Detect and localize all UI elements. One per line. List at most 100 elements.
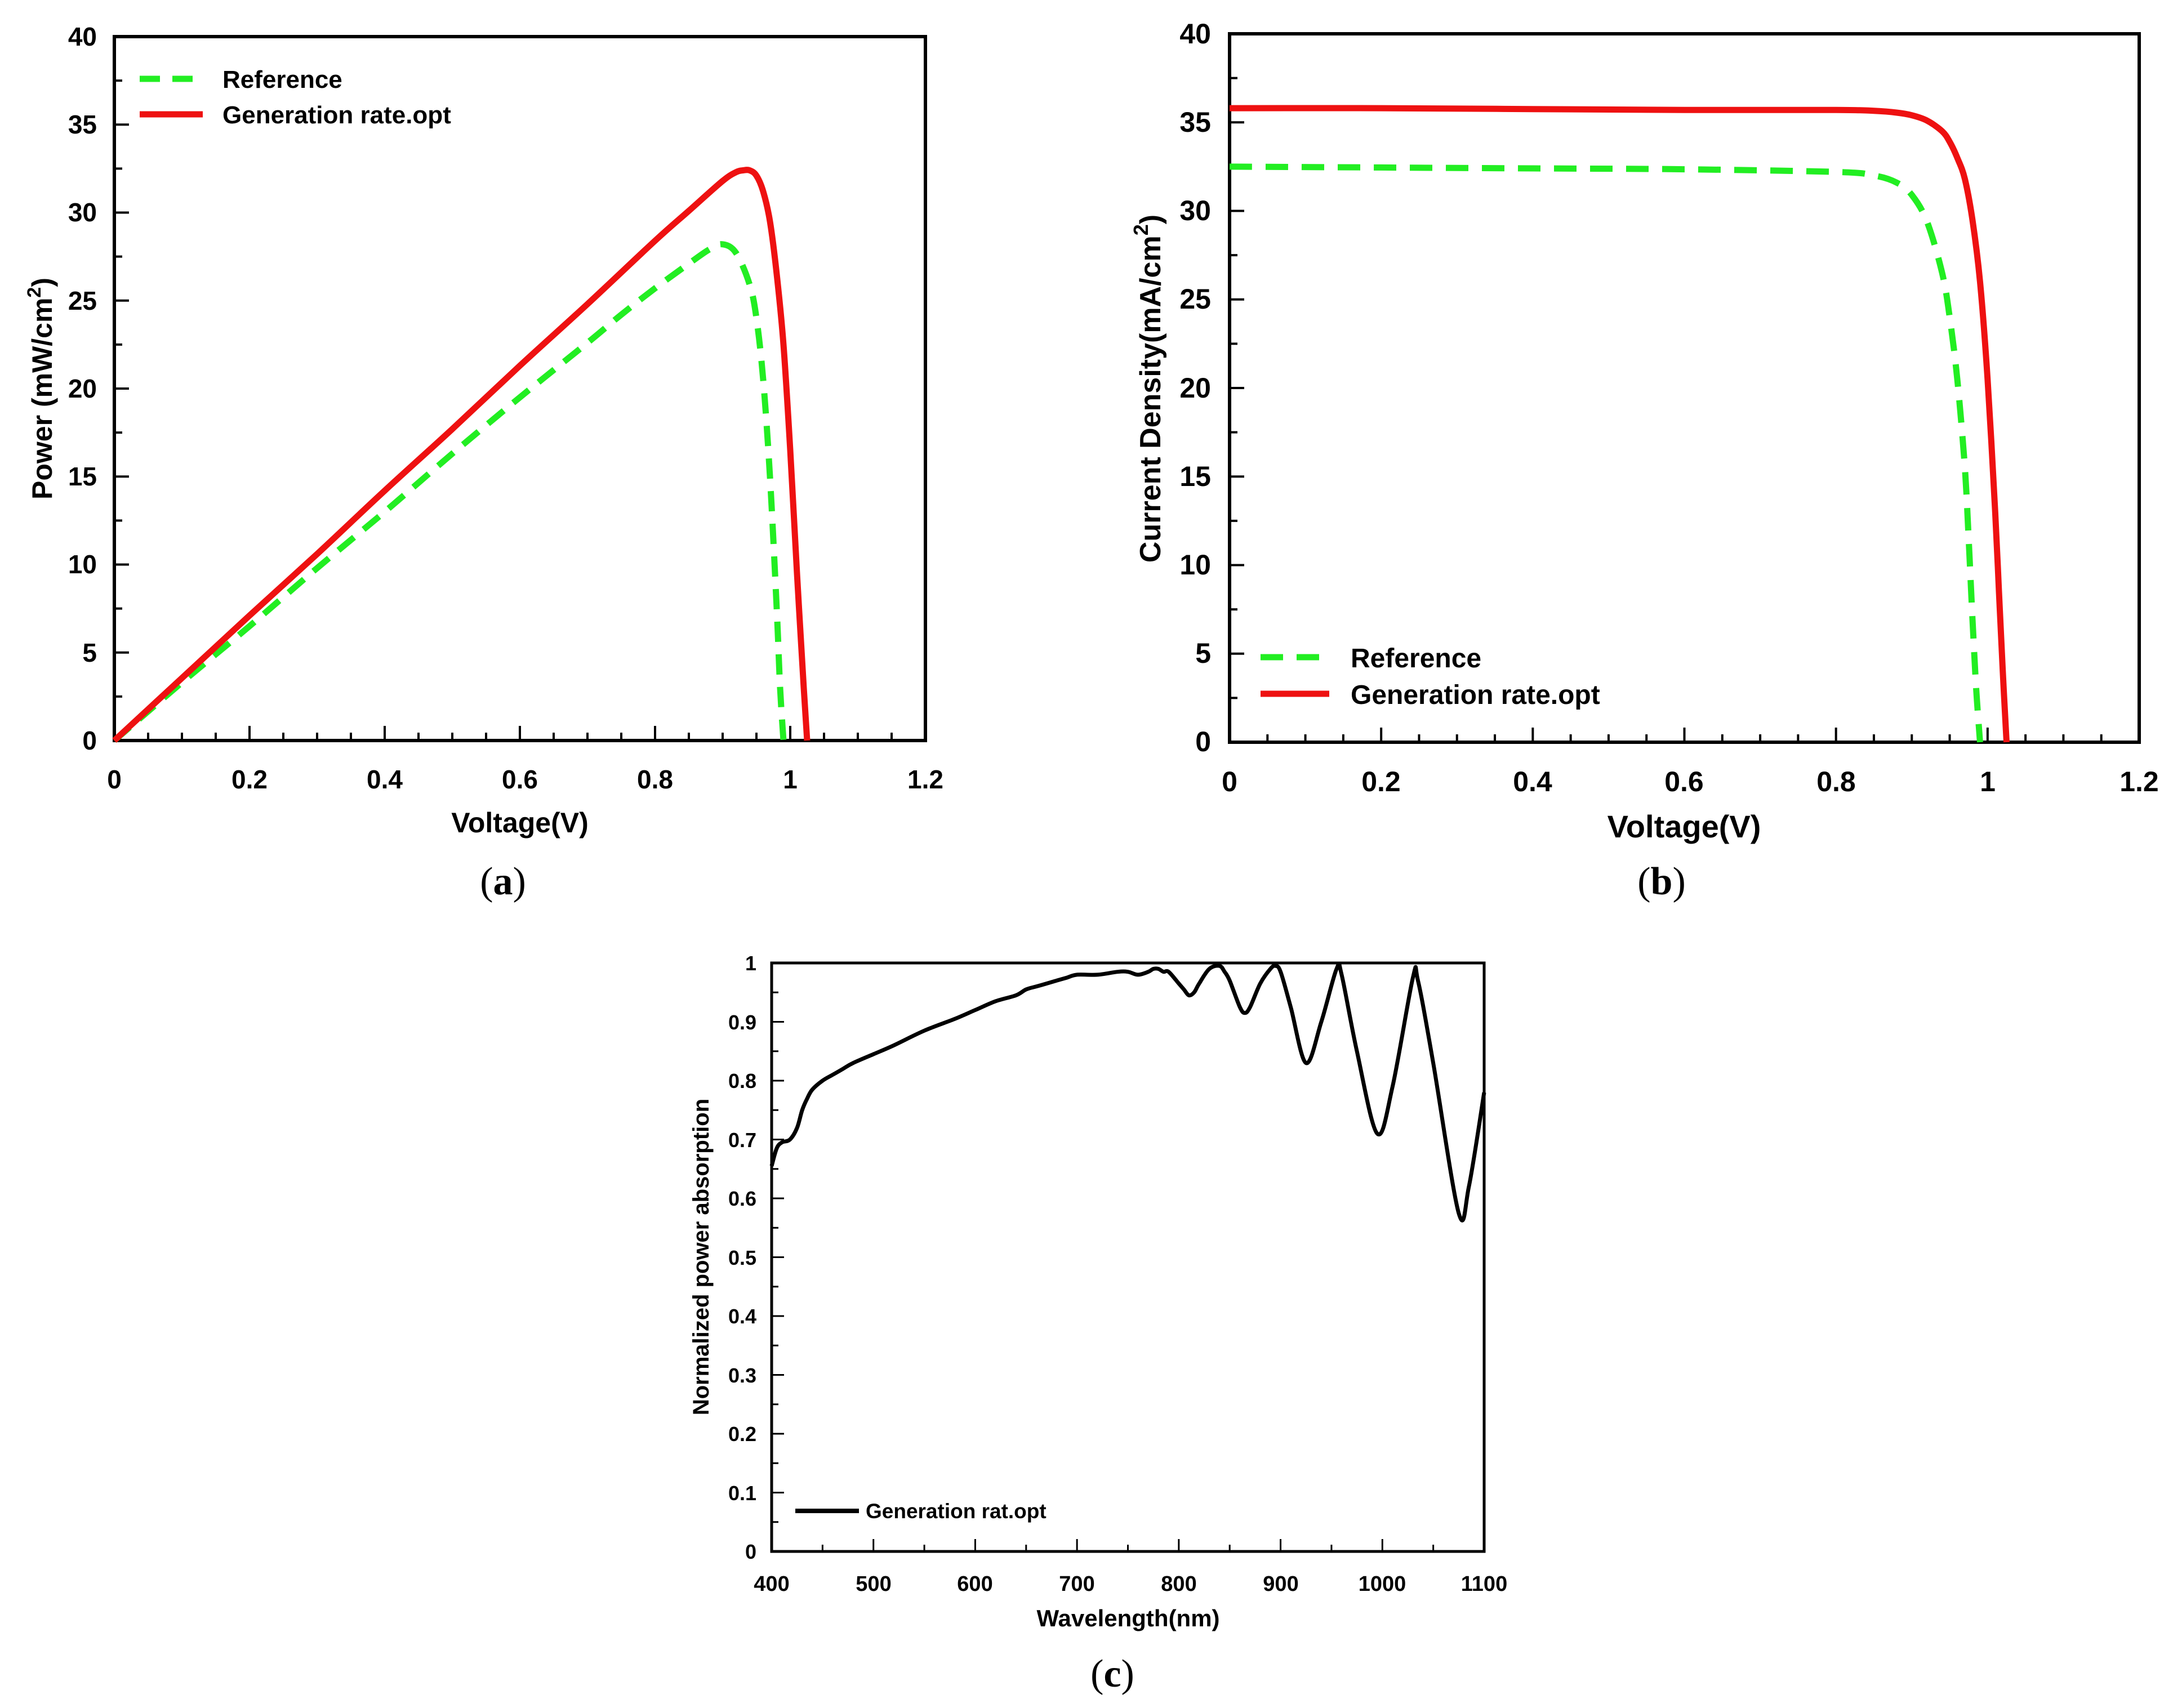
x-tick-label-b: 0.2 — [1361, 766, 1401, 797]
x-tick-label-a: 0.8 — [637, 765, 673, 794]
y-tick-labels-b: 0 5 10 15 20 25 30 35 40 — [1179, 18, 1211, 757]
legend-c: Generation rat.opt — [795, 1500, 1047, 1523]
series-line-generation-rate-opt-b — [1229, 105, 2010, 743]
y-axis-label-b-sup: 2 — [1129, 224, 1152, 235]
x-tick-label-b: 0 — [1222, 766, 1237, 797]
ticks-c — [771, 962, 1485, 1553]
series-line-generation-rat-opt-c — [769, 961, 1486, 1223]
legend-label-generation-a: Generation rate.opt — [222, 101, 451, 129]
x-tick-label-a: 0.2 — [231, 765, 268, 794]
y-tick-label-a: 30 — [68, 198, 97, 227]
series-line-reference-a — [112, 241, 787, 743]
series-line-reference-b — [1229, 163, 1983, 743]
y-tick-label-a: 35 — [68, 110, 97, 139]
panel-a: 0 0.2 0.4 0.6 0.8 1 1.2 0 5 10 15 20 25 … — [24, 22, 943, 903]
y-tick-labels-c: 0 0.1 0.2 0.3 0.4 0.5 0.6 0.7 0.8 0.9 1 — [728, 952, 756, 1563]
x-tick-label-a: 0.4 — [367, 765, 403, 794]
x-axis-label-c: Wavelength(nm) — [1036, 1605, 1219, 1631]
caption-b: (b) — [1637, 860, 1686, 903]
x-tick-labels-b: 0 0.2 0.4 0.6 0.8 1 1.2 — [1222, 766, 2159, 797]
x-tick-label-b: 1.2 — [2119, 766, 2159, 797]
y-tick-label-c: 0.3 — [728, 1364, 756, 1387]
x-tick-label-c: 600 — [957, 1572, 992, 1596]
y-tick-label-b: 0 — [1195, 726, 1211, 757]
y-axis-label-a: Power (mW/cm2) — [24, 278, 58, 500]
legend-a: Reference Generation rate.opt — [140, 66, 451, 129]
y-axis-label-b-end: ) — [1134, 215, 1167, 224]
legend-label-generation-c: Generation rat.opt — [866, 1500, 1047, 1523]
y-tick-label-c: 0.5 — [728, 1246, 756, 1269]
y-tick-label-c: 0.8 — [728, 1069, 756, 1092]
y-axis-label-c: Normalized power absorption — [689, 1099, 714, 1415]
y-tick-label-c: 0.4 — [728, 1305, 756, 1328]
x-tick-label-a: 0 — [107, 765, 122, 794]
y-tick-label-c: 0.9 — [728, 1011, 756, 1034]
y-tick-label-b: 15 — [1179, 461, 1211, 492]
y-tick-label-c: 0.6 — [728, 1187, 756, 1210]
y-tick-label-a: 10 — [68, 550, 97, 579]
x-tick-label-b: 0.4 — [1513, 766, 1552, 797]
y-axis-label-c-main: Normalized power absorption — [689, 1099, 714, 1415]
y-tick-label-b: 35 — [1179, 106, 1211, 138]
y-tick-label-c: 0 — [745, 1540, 756, 1563]
x-tick-label-c: 400 — [754, 1572, 789, 1596]
x-tick-labels-a: 0 0.2 0.4 0.6 0.8 1 1.2 — [107, 765, 943, 794]
y-tick-label-c: 0.1 — [728, 1482, 756, 1505]
series-layer-c — [769, 961, 1486, 1223]
y-tick-label-b: 30 — [1179, 195, 1211, 226]
y-axis-label-a-main: Power (mW/cm — [26, 298, 58, 500]
x-axis-label-a: Voltage(V) — [451, 807, 589, 839]
y-tick-label-a: 0 — [82, 726, 97, 755]
legend-label-reference-b: Reference — [1351, 644, 1481, 674]
y-axis-label-b-main: Current Density(mA/cm — [1134, 235, 1167, 563]
x-tick-label-c: 800 — [1161, 1572, 1196, 1596]
ticks-b — [1228, 33, 2140, 743]
x-tick-label-a: 1.2 — [907, 765, 943, 794]
x-tick-label-a: 0.6 — [502, 765, 538, 794]
legend-label-reference-a: Reference — [222, 66, 342, 93]
legend-label-generation-b: Generation rate.opt — [1351, 680, 1600, 710]
y-tick-label-b: 20 — [1179, 372, 1211, 404]
series-line-generation-rate-opt-a — [112, 167, 811, 743]
y-tick-label-c: 1 — [745, 952, 756, 975]
panel-c: 400 500 600 700 800 900 1000 1100 0 0.1 … — [689, 952, 1507, 1696]
ticks-a — [113, 35, 927, 742]
caption-c: (c) — [1090, 1652, 1134, 1696]
y-tick-label-b: 25 — [1179, 283, 1211, 315]
x-tick-label-b: 0.6 — [1664, 766, 1704, 797]
y-tick-label-b: 10 — [1179, 549, 1211, 581]
panel-b: 0 0.2 0.4 0.6 0.8 1 1.2 0 5 10 15 20 25 … — [1129, 18, 2159, 903]
caption-c-letter: c — [1103, 1652, 1121, 1696]
caption-b-letter: b — [1651, 860, 1673, 903]
y-tick-label-c: 0.2 — [728, 1422, 756, 1446]
x-tick-label-b: 1 — [1980, 766, 1996, 797]
x-tick-label-c: 500 — [856, 1572, 891, 1596]
y-tick-labels-a: 0 5 10 15 20 25 30 35 40 — [68, 22, 97, 755]
series-layer-a — [112, 167, 811, 743]
y-tick-label-a: 15 — [68, 462, 97, 491]
y-tick-label-b: 40 — [1179, 18, 1211, 50]
x-tick-label-b: 0.8 — [1816, 766, 1856, 797]
y-axis-label-a-end: ) — [26, 278, 58, 287]
caption-a-letter: a — [493, 860, 513, 903]
y-axis-label-a-sup: 2 — [24, 287, 45, 298]
x-tick-label-c: 1100 — [1461, 1572, 1507, 1596]
x-tick-label-c: 1000 — [1359, 1572, 1406, 1596]
x-tick-label-c: 900 — [1263, 1572, 1298, 1596]
y-axis-label-b: Current Density(mA/cm2) — [1129, 215, 1167, 563]
y-tick-label-a: 20 — [68, 374, 97, 403]
y-tick-label-a: 5 — [82, 638, 97, 667]
series-layer-b — [1229, 105, 2010, 743]
x-tick-label-c: 700 — [1059, 1572, 1094, 1596]
x-tick-label-a: 1 — [783, 765, 798, 794]
x-axis-label-b: Voltage(V) — [1608, 809, 1761, 844]
caption-a: (a) — [480, 860, 526, 903]
y-tick-label-a: 25 — [68, 286, 97, 315]
x-tick-labels-c: 400 500 600 700 800 900 1000 1100 — [754, 1572, 1507, 1596]
y-tick-label-a: 40 — [68, 22, 97, 51]
y-tick-label-b: 5 — [1195, 637, 1211, 669]
legend-b: Reference Generation rate.opt — [1261, 644, 1600, 710]
y-tick-label-c: 0.7 — [728, 1129, 756, 1152]
